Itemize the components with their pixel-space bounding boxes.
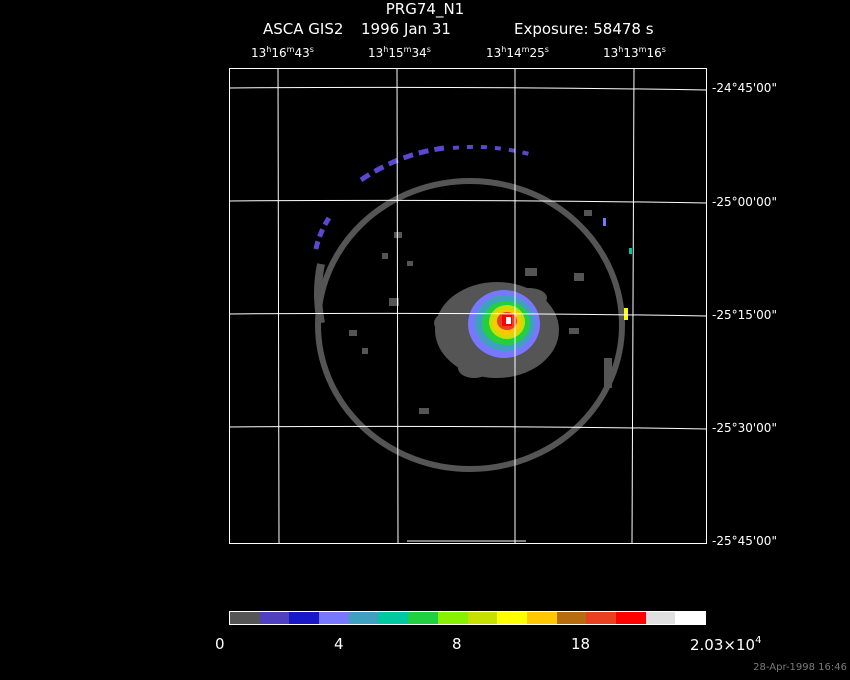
dec-tick-label: -25°30'00": [712, 421, 777, 435]
instrument-label: ASCA GIS2: [263, 20, 344, 38]
image-subtitle: ASCA GIS2: [263, 21, 343, 38]
dec-tick-label: -25°15'00": [712, 308, 777, 322]
colorbar-max-label: 2.03×104: [690, 635, 762, 654]
colorbar-segment: [645, 612, 676, 624]
colorbar-segment: [556, 612, 587, 624]
ra-tick-label: 13h14m25s: [486, 45, 549, 60]
colorbar-label: 18: [571, 635, 591, 653]
colorbar-segment: [259, 612, 290, 624]
colorbar-label: 8: [452, 635, 462, 653]
ra-tick-label: 13h15m34s: [368, 45, 431, 60]
colorbar-segment: [586, 612, 616, 624]
coordinate-grid: [229, 68, 707, 544]
xray-image: [229, 68, 707, 544]
ra-tick-label: 13h13m16s: [603, 45, 666, 60]
colorbar-segment: [378, 612, 409, 624]
timestamp: 28-Apr-1998 16:46: [753, 662, 847, 673]
observation-date: 1996 Jan 31: [361, 20, 451, 38]
colorbar-segment: [526, 612, 557, 624]
colorbar-segment: [230, 612, 260, 624]
colorbar-label: 4: [334, 635, 344, 653]
image-title: PRG74_N1: [385, 0, 465, 18]
image-frame: [229, 68, 707, 544]
colorbar-segment: [348, 612, 379, 624]
colorbar-segment: [437, 612, 468, 624]
colorbar-segment: [497, 612, 527, 624]
detector-ring: [315, 178, 625, 472]
colorbar-segment: [467, 612, 498, 624]
colorbar-label: 0: [215, 635, 225, 653]
colorbar-segment: [675, 612, 705, 624]
exposure-label: Exposure: 58478 s: [514, 20, 654, 38]
colorbar: [229, 611, 706, 625]
ra-tick-label: 13h16m43s: [251, 45, 314, 60]
colorbar-segment: [408, 612, 438, 624]
point-source: [468, 290, 540, 358]
dec-tick-label: -25°00'00": [712, 195, 777, 209]
rim-fragments: [359, 145, 445, 183]
dec-tick-label: -24°45'00": [712, 81, 777, 95]
colorbar-segment: [319, 612, 349, 624]
colorbar-segment: [615, 612, 646, 624]
colorbar-segment: [289, 612, 320, 624]
dec-tick-label: -25°45'00": [712, 534, 777, 548]
